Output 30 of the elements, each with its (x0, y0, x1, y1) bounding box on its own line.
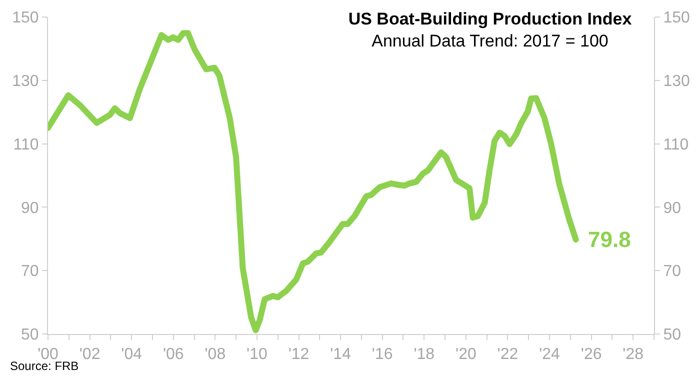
x-tick-label: '18 (414, 346, 435, 364)
y-tick-label: 90 (21, 200, 39, 217)
y2-tick-label: 50 (663, 326, 682, 344)
x-tick-label: '14 (330, 346, 352, 364)
y-tick-label: 150 (12, 10, 39, 27)
y2-tick-label: 90 (663, 200, 682, 217)
y-tick-label: 110 (13, 136, 39, 154)
x-tick-label: '02 (79, 346, 100, 364)
x-tick-label: '04 (121, 346, 142, 364)
source-note: Source: FRB (10, 359, 79, 373)
chart-title: US Boat-Building Production Index (348, 10, 632, 29)
x-tick-label: '08 (204, 346, 226, 364)
y2-tick-label: 70 (663, 263, 682, 280)
y-tick-label: 130 (12, 73, 39, 90)
x-tick-label: '26 (580, 346, 602, 364)
y2-tick-label: 110 (663, 136, 689, 154)
x-tick-label: '06 (162, 346, 184, 364)
x-tick-label: '16 (372, 346, 393, 364)
text: Annual Data Trend: 2017 = 100 (372, 32, 608, 51)
y2-tick-label: 130 (663, 73, 690, 90)
annotation: 79.8 (588, 227, 631, 252)
x-tick-label: '12 (288, 346, 310, 364)
x-tick-label: '10 (246, 346, 268, 364)
x-tick-label: '24 (539, 346, 560, 364)
y-tick-label: 70 (21, 263, 39, 280)
y-tick-label: 50 (21, 326, 39, 344)
x-tick-label: '22 (497, 346, 518, 364)
x-tick-label: '20 (456, 346, 476, 364)
y2-tick-label: 150 (663, 10, 690, 27)
x-tick-label: '28 (622, 346, 644, 364)
